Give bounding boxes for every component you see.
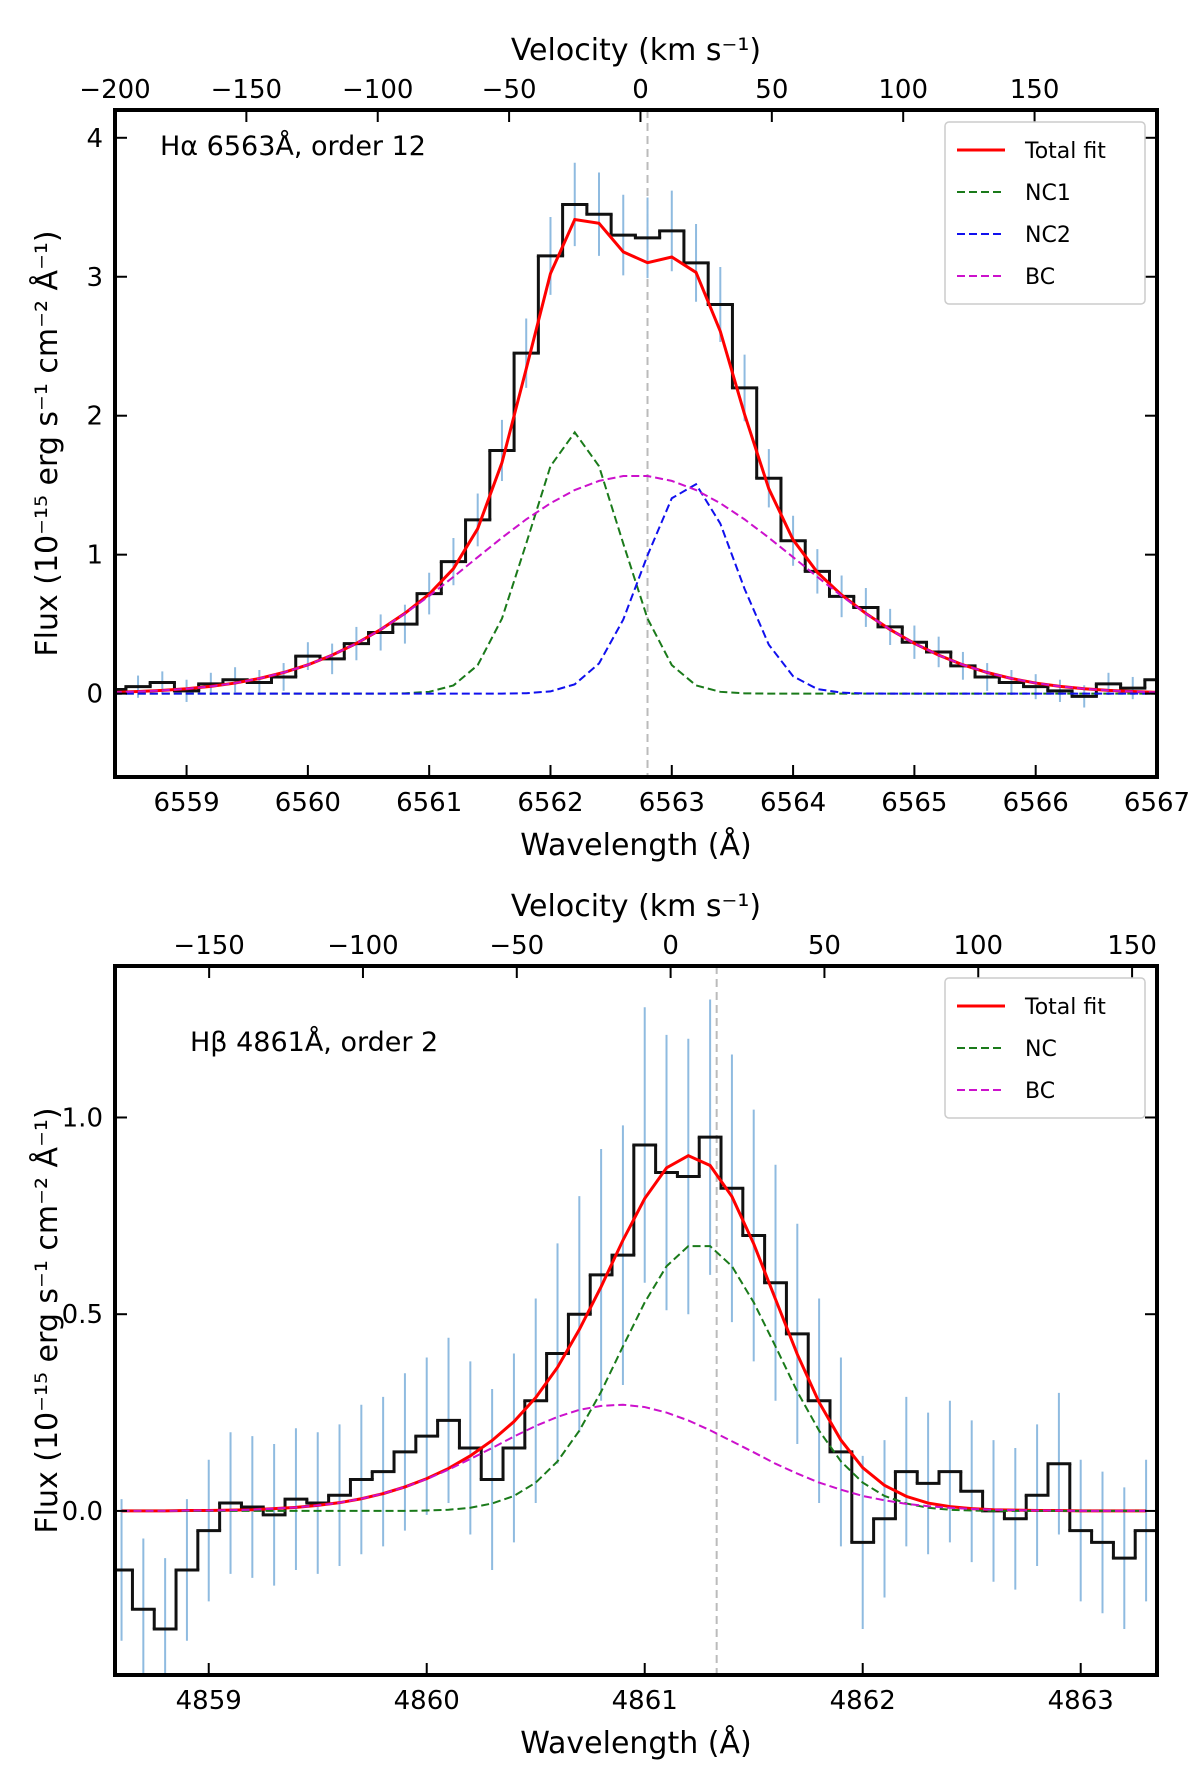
y-axis-label: Flux (10⁻¹⁵ erg s⁻¹ cm⁻² Å⁻¹) — [29, 230, 65, 656]
legend-box — [944, 121, 1146, 305]
panel: 6559 6560 6561 6562 6563 6564 6565 6566 6567 0 1 2 3… — [29, 33, 1190, 863]
y-tick-label: 1.0 — [62, 1103, 103, 1133]
fit-line — [115, 475, 1157, 694]
y-tick-label: 0 — [86, 680, 103, 710]
x-tick-label: 6563 — [639, 788, 705, 818]
legend-label: BC — [1025, 1079, 1055, 1104]
x2-tick-label: 0 — [662, 931, 679, 961]
x-tick-label: 6561 — [396, 788, 462, 818]
x-tick-label: 4859 — [176, 1686, 242, 1716]
x2-axis-label: Velocity (km s⁻¹) — [511, 33, 761, 68]
fit-line — [115, 430, 1157, 695]
x-tick-label: 6559 — [153, 788, 219, 818]
y-tick-label: 2 — [86, 402, 103, 432]
annotation: Hα 6563Å, order 12 — [160, 130, 426, 162]
x-tick-label: 6567 — [1124, 788, 1190, 818]
x2-tick-label: 150 — [1010, 75, 1060, 105]
y-tick-label: 3 — [86, 263, 103, 293]
x-tick-label: 4862 — [830, 1686, 896, 1716]
x2-tick-label: 0 — [632, 75, 649, 105]
y-tick-label: 0.0 — [62, 1497, 103, 1527]
plot-area — [115, 966, 1157, 1675]
x2-tick-label: 50 — [755, 75, 788, 105]
x2-tick-label: −50 — [489, 931, 544, 961]
legend-box — [944, 977, 1146, 1119]
y-tick-label: 0.5 — [62, 1300, 103, 1330]
x2-tick-label: 50 — [808, 931, 841, 961]
x-axis-label: Wavelength (Å) — [520, 827, 751, 863]
x2-tick-label: −100 — [327, 931, 398, 961]
x-tick-label: 6562 — [517, 788, 583, 818]
x-tick-label: 6566 — [1003, 788, 1069, 818]
x2-tick-label: 100 — [878, 75, 928, 105]
x2-tick-label: 100 — [953, 931, 1003, 961]
axes-frame — [113, 964, 1159, 1677]
legend-label: Total fit — [1024, 139, 1106, 164]
x-tick-label: 4863 — [1048, 1686, 1114, 1716]
fit-line — [121, 1403, 1147, 1512]
panel: 4859 4860 4861 4862 4863 0.0 0.5 1.0 −150 −100 −50… — [29, 889, 1159, 1761]
x-tick-label: 6560 — [275, 788, 341, 818]
x2-tick-label: −100 — [342, 75, 413, 105]
x2-tick-label: 150 — [1107, 931, 1157, 961]
legend-label: NC2 — [1025, 223, 1071, 248]
legend-label: Total fit — [1024, 995, 1106, 1020]
x2-axis-label: Velocity (km s⁻¹) — [511, 889, 761, 924]
x-tick-label: 4860 — [394, 1686, 460, 1716]
legend-label: NC1 — [1025, 181, 1071, 206]
x-tick-label: 6564 — [760, 788, 826, 818]
legend-label: BC — [1025, 265, 1055, 290]
y-tick-label: 4 — [86, 124, 103, 154]
x2-tick-label: −50 — [482, 75, 537, 105]
x-tick-label: 6565 — [881, 788, 947, 818]
axes-frame — [113, 108, 1159, 779]
x-axis-label: Wavelength (Å) — [520, 1725, 751, 1761]
fit-line — [115, 482, 1157, 695]
y-tick-label: 1 — [86, 541, 103, 571]
legend-label: NC — [1025, 1037, 1057, 1062]
y-axis-label: Flux (10⁻¹⁵ erg s⁻¹ cm⁻² Å⁻¹) — [29, 1107, 65, 1533]
x-tick-label: 4861 — [612, 1686, 678, 1716]
fit-line — [121, 1245, 1147, 1512]
plot-area — [115, 110, 1157, 777]
x2-tick-label: −150 — [211, 75, 282, 105]
x2-tick-label: −150 — [173, 931, 244, 961]
x2-tick-label: −200 — [79, 75, 150, 105]
annotation: Hβ 4861Å, order 2 — [190, 1026, 438, 1058]
